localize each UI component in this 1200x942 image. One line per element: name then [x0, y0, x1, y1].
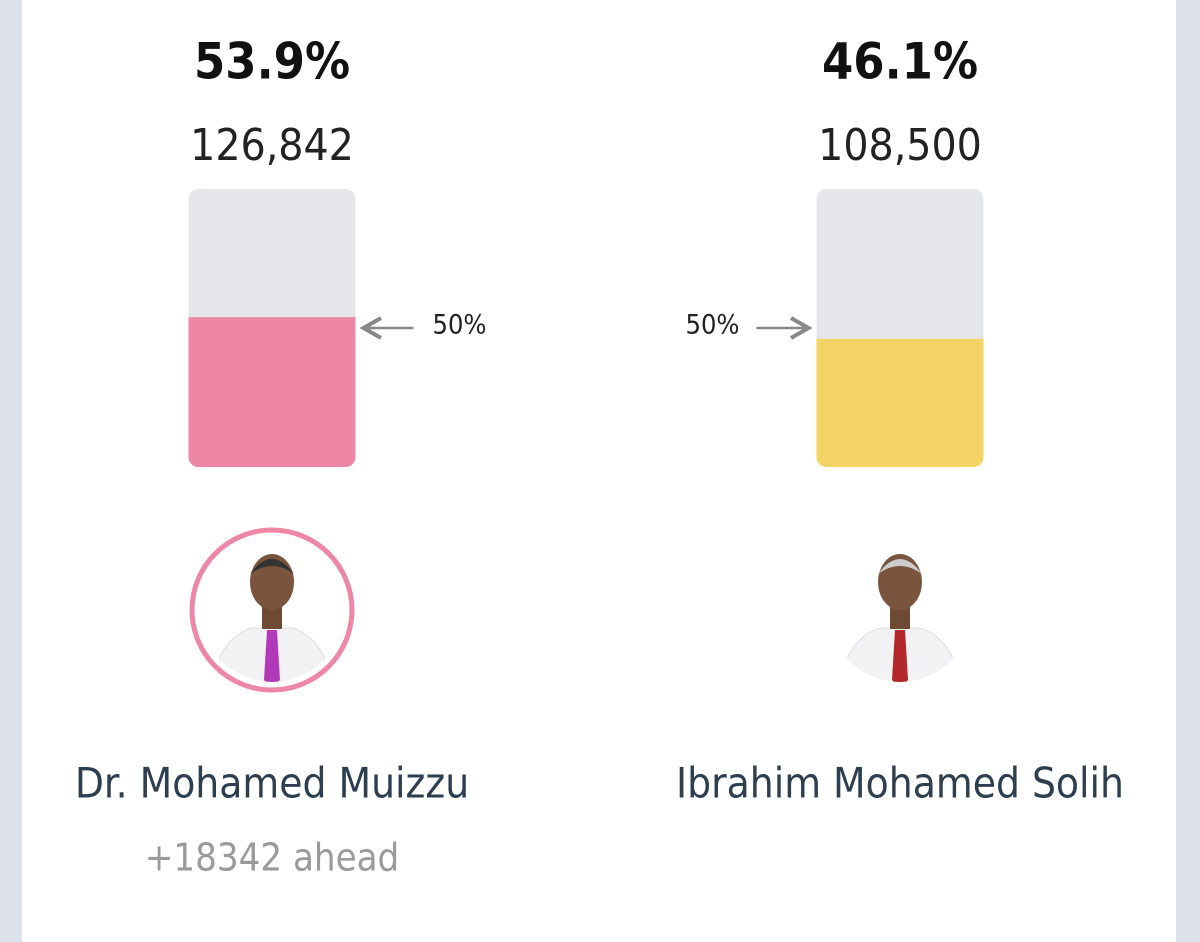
photo-content [200, 538, 344, 682]
vote-count: 126,842 [190, 120, 354, 171]
bar [188, 317, 356, 467]
hair [250, 559, 294, 574]
neck [262, 605, 282, 629]
threshold-label: 50% [686, 310, 740, 341]
tie [892, 630, 908, 682]
photo-ring [189, 527, 355, 693]
lead-note: +18342 ahead [145, 836, 400, 880]
threshold-label: 50% [433, 310, 487, 341]
hair [878, 559, 922, 574]
candidate-photo [189, 527, 355, 693]
percent-label: 53.9% [194, 33, 350, 91]
photo-content [828, 538, 972, 682]
candidate-name: Dr. Mohamed Muizzu [75, 759, 469, 808]
tie [264, 630, 280, 682]
neck [890, 605, 910, 629]
percent-label: 46.1% [822, 33, 978, 91]
candidate-photo [828, 538, 972, 682]
bar [816, 338, 984, 467]
candidate-name: Ibrahim Mohamed Solih [676, 759, 1124, 808]
panel-background [22, 0, 1176, 942]
vote-count: 108,500 [818, 120, 982, 171]
